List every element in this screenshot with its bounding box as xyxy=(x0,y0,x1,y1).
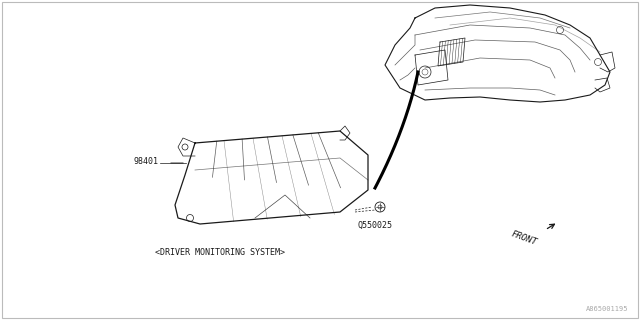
Text: Q550025: Q550025 xyxy=(358,221,392,230)
Text: 98401: 98401 xyxy=(133,156,158,165)
Text: <DRIVER MONITORING SYSTEM>: <DRIVER MONITORING SYSTEM> xyxy=(155,248,285,257)
Text: A865001195: A865001195 xyxy=(586,306,628,312)
Text: FRONT: FRONT xyxy=(510,229,538,247)
